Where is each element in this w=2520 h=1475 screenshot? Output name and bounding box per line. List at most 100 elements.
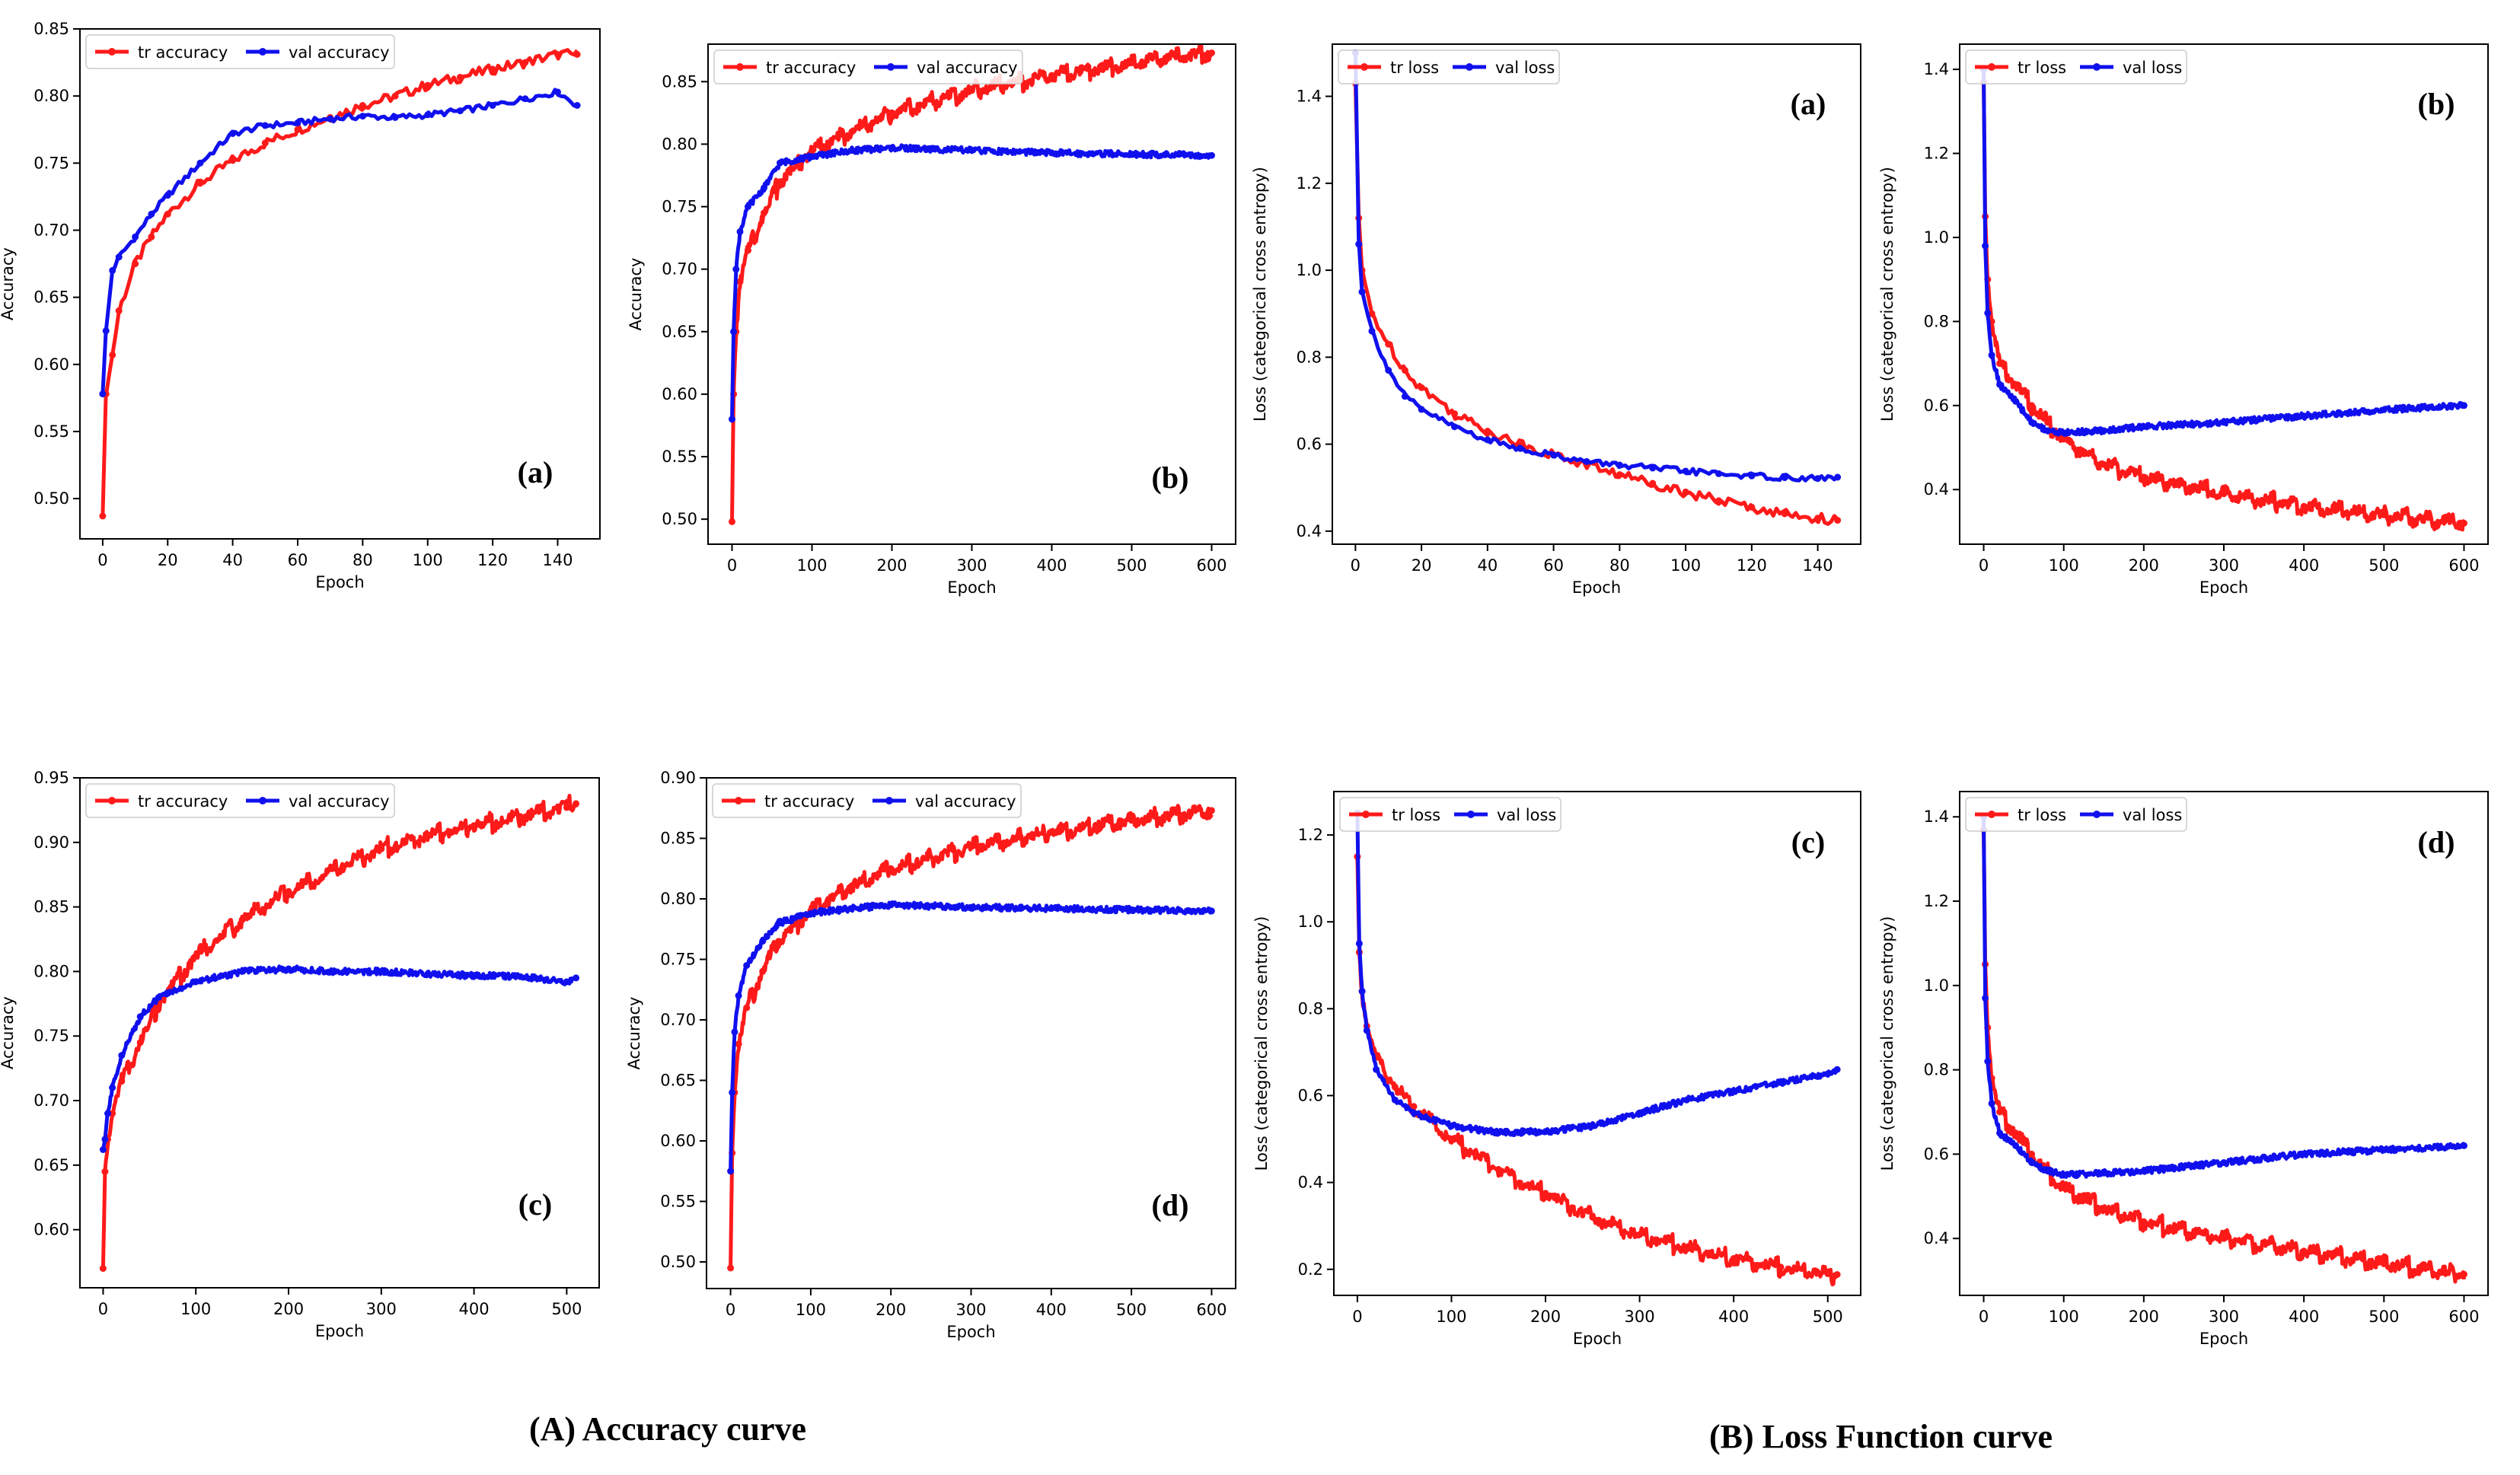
data-point-val: [743, 962, 751, 969]
y-axis-label: Accuracy: [625, 997, 643, 1070]
data-point-val: [1982, 242, 1989, 250]
x-tick-label: 500: [1813, 1308, 1843, 1326]
x-tick-label: 300: [955, 1301, 986, 1319]
data-point-val: [1988, 352, 1995, 359]
data-point-train: [331, 865, 339, 872]
legend-item-train-label: tr loss: [1390, 59, 1439, 77]
data-point-train: [888, 109, 895, 116]
x-tick-label: 400: [2289, 1308, 2319, 1326]
data-point-train: [809, 147, 815, 155]
data-point-train: [424, 832, 432, 839]
x-tick-label: 200: [2129, 1308, 2159, 1326]
panel-label: (b): [1152, 460, 1189, 495]
data-point-val: [1649, 464, 1657, 472]
data-point-train: [968, 87, 975, 94]
data-point-val: [2044, 1168, 2052, 1175]
legend-item-train-marker: [1360, 63, 1368, 71]
data-point-val: [1683, 1096, 1690, 1104]
data-point-val: [261, 122, 269, 129]
panel-label: (c): [1791, 825, 1825, 859]
data-point-val: [522, 95, 529, 103]
x-tick-label: 0: [1979, 556, 1989, 575]
data-point-train: [164, 210, 171, 218]
data-point-train: [1781, 510, 1788, 518]
data-point-train: [229, 157, 237, 164]
series-line-val: [100, 88, 578, 394]
x-tick-label: 100: [796, 556, 827, 575]
x-axis-label: Epoch: [2199, 578, 2248, 597]
y-tick-label: 0.6: [1297, 435, 1322, 454]
x-tick-label: 600: [2448, 1308, 2479, 1326]
y-axis-label: Loss (categorical cross entropy): [1252, 916, 1271, 1171]
data-point-val: [2140, 1168, 2148, 1175]
y-tick-label: 1.0: [1924, 976, 1949, 995]
data-point-train: [1048, 829, 1055, 836]
data-point-val: [1996, 1129, 2004, 1137]
y-tick-label: 0.85: [33, 898, 69, 916]
x-tick-label: 80: [352, 551, 373, 569]
chart-loss-a: 0 20 40 60 80 100 120 140 0.4 0.6 0.8 1.0 1.2 1.4 Epoc…: [1251, 43, 1861, 597]
chart-acc-a: 0 20 40 60 80 100 120 140 0.50 0.55 0.60 0.65 0.70 0.…: [0, 20, 601, 591]
data-point-val: [155, 993, 162, 1001]
x-tick-label: 400: [1036, 1301, 1067, 1319]
data-point-val: [1517, 444, 1524, 452]
data-point-train: [2220, 490, 2228, 498]
data-point-val: [229, 130, 237, 137]
data-point-val: [196, 159, 204, 167]
y-tick-label: 0.8: [1924, 1061, 1949, 1079]
data-point-val: [424, 111, 432, 119]
data-point-val: [1982, 994, 1989, 1002]
x-tick-label: 0: [726, 1301, 735, 1319]
y-tick-label: 0.60: [33, 355, 69, 374]
data-point-val: [1448, 1122, 1455, 1129]
data-point-train: [1589, 1213, 1597, 1221]
data-point-train: [735, 1040, 742, 1048]
legend-item-val-marker: [259, 48, 266, 56]
data-point-train: [1401, 367, 1408, 374]
legend-box: [85, 34, 395, 69]
data-point-val: [132, 233, 139, 241]
data-point-train: [99, 512, 107, 520]
panel-label: (d): [1152, 1188, 1189, 1222]
data-point-train: [1410, 1103, 1418, 1110]
x-axis-label: Epoch: [1573, 1330, 1622, 1348]
data-point-train: [573, 51, 581, 58]
x-tick-label: 140: [1803, 556, 1833, 575]
data-point-val: [735, 992, 742, 999]
data-point-train: [2100, 1205, 2107, 1212]
y-tick-label: 0.4: [1924, 1229, 1949, 1247]
y-tick-label: 0.8: [1298, 999, 1323, 1018]
y-tick-label: 0.75: [660, 951, 696, 969]
x-tick-label: 60: [1543, 556, 1564, 575]
data-point-val: [2300, 413, 2308, 420]
series-line-val: [100, 964, 578, 1150]
y-axis-label: Accuracy: [0, 247, 17, 320]
data-point-train: [2300, 502, 2308, 510]
data-point-val: [2060, 1171, 2068, 1179]
y-tick-label: 1.0: [1924, 228, 1949, 247]
data-point-val: [2220, 1159, 2228, 1166]
y-tick-label: 0.75: [33, 154, 69, 172]
chart-acc-c: 0 100 200 300 400 500 0.60 0.65 0.70 0.75 0.80 0.85…: [0, 769, 600, 1340]
data-point-val: [2380, 1146, 2388, 1154]
data-point-train: [761, 209, 767, 217]
data-point-train: [522, 59, 529, 66]
legend-item-val-label: val accuracy: [289, 43, 390, 62]
data-point-train: [1484, 428, 1491, 435]
data-point-val: [109, 266, 116, 274]
data-point-train: [1834, 517, 1842, 524]
y-tick-label: 0.90: [660, 769, 696, 787]
x-axis-label: Epoch: [315, 573, 364, 591]
data-point-train: [1207, 807, 1215, 814]
legend-item-val-label: val loss: [1497, 806, 1556, 824]
data-point-train: [759, 967, 767, 975]
data-point-val: [2220, 419, 2228, 426]
legend-item-train-label: tr loss: [1392, 806, 1440, 824]
data-point-val: [1484, 436, 1491, 444]
data-point-train: [517, 813, 524, 820]
data-point-val: [2100, 427, 2107, 435]
y-tick-label: 1.4: [1924, 60, 1949, 78]
panel-label: (a): [1791, 87, 1826, 121]
legend: tr accuracy val accuracy: [712, 783, 1022, 818]
data-point-val: [847, 905, 854, 913]
